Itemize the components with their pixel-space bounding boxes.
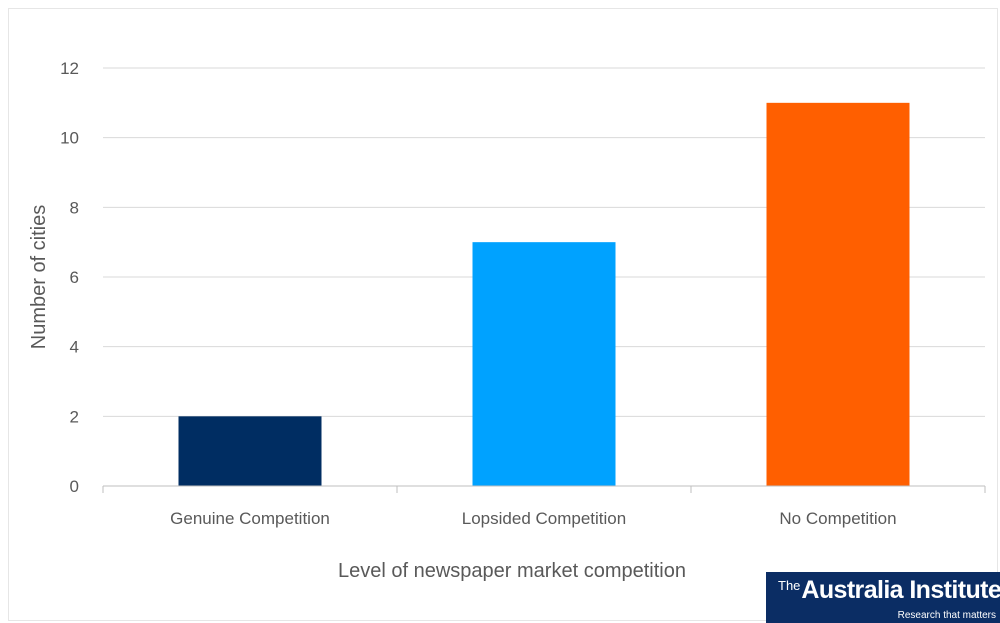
australia-institute-logo: TheAustralia Institute Research that mat… — [766, 572, 1000, 623]
bar — [472, 242, 616, 486]
logo-name: Australia Institute — [801, 576, 1000, 604]
y-axis-title: Number of cities — [28, 205, 50, 350]
y-tick-label: 4 — [70, 338, 79, 357]
x-tick-labels: Genuine Competition Lopsided Competition N… — [170, 509, 896, 528]
y-tick-label: 8 — [70, 198, 79, 217]
y-tick-label: 2 — [70, 407, 79, 426]
x-tick-label: Genuine Competition — [170, 509, 330, 528]
logo-tagline: Research that matters — [897, 610, 996, 621]
y-tick-label: 6 — [70, 268, 79, 287]
y-tick-label: 0 — [70, 477, 79, 496]
bar — [766, 102, 910, 486]
y-tick-label: 10 — [60, 129, 79, 148]
bar — [178, 416, 322, 486]
y-tick-labels: 0 2 4 6 8 10 12 — [60, 59, 79, 496]
logo-prefix: The — [778, 578, 801, 593]
x-axis-title: Level of newspaper market competition — [338, 560, 686, 582]
bars — [178, 102, 910, 486]
x-tick-label: Lopsided Competition — [462, 509, 626, 528]
x-axis — [102, 485, 986, 493]
y-tick-label: 12 — [60, 59, 79, 78]
x-tick-label: No Competition — [779, 509, 896, 528]
